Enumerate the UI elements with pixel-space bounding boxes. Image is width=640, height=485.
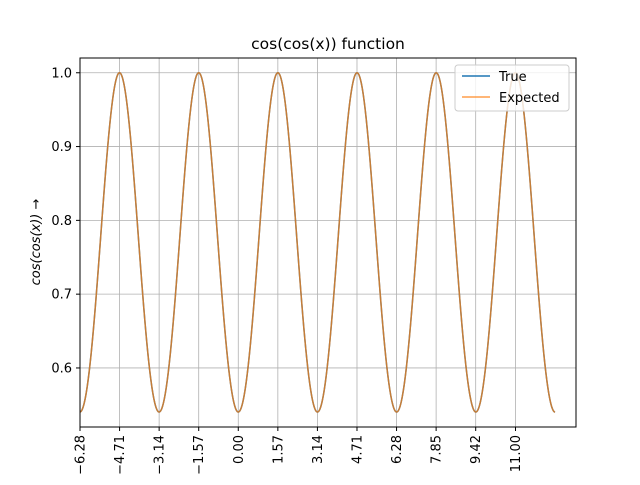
y-tick-label: 0.6 [51, 361, 72, 376]
legend: True Expected [454, 64, 570, 112]
x-tick-label: 0.00 [232, 435, 247, 464]
x-tick-label: 4.71 [350, 435, 365, 464]
series-lines [79, 72, 556, 413]
plot-frame [79, 57, 577, 428]
y-tick-label: 0.8 [51, 214, 72, 229]
x-tick-label: 7.85 [430, 435, 445, 464]
legend-label-true: True [498, 70, 527, 85]
y-tick-label: 0.7 [51, 288, 72, 303]
x-axis-ticks: −6.28 −4.71 −3.14 −1.57 0.00 1.57 3.14 4.71 6.28… [74, 427, 524, 475]
x-tick-label: −3.14 [153, 435, 168, 475]
y-axis-label: cos(cos(x)) → [29, 199, 44, 286]
y-tick-label: 0.9 [51, 140, 72, 155]
y-tick-label: 1.0 [51, 66, 72, 81]
series-line-expected [79, 72, 556, 413]
chart-title: cos(cos(x)) function [251, 35, 405, 53]
x-tick-label: 6.28 [390, 435, 405, 464]
x-tick-label: 9.42 [469, 435, 484, 464]
x-tick-label: 3.14 [311, 435, 326, 464]
x-tick-label: −1.57 [192, 435, 207, 475]
x-tick-label: −6.28 [74, 435, 89, 475]
x-tick-label: 1.57 [271, 435, 286, 464]
grid-lines [79, 58, 576, 427]
legend-label-expected: Expected [499, 91, 560, 106]
y-axis-ticks: 0.6 0.7 0.8 0.9 1.0 [51, 66, 80, 376]
x-tick-label: −4.71 [113, 435, 128, 475]
x-tick-label: 11.00 [509, 435, 524, 472]
